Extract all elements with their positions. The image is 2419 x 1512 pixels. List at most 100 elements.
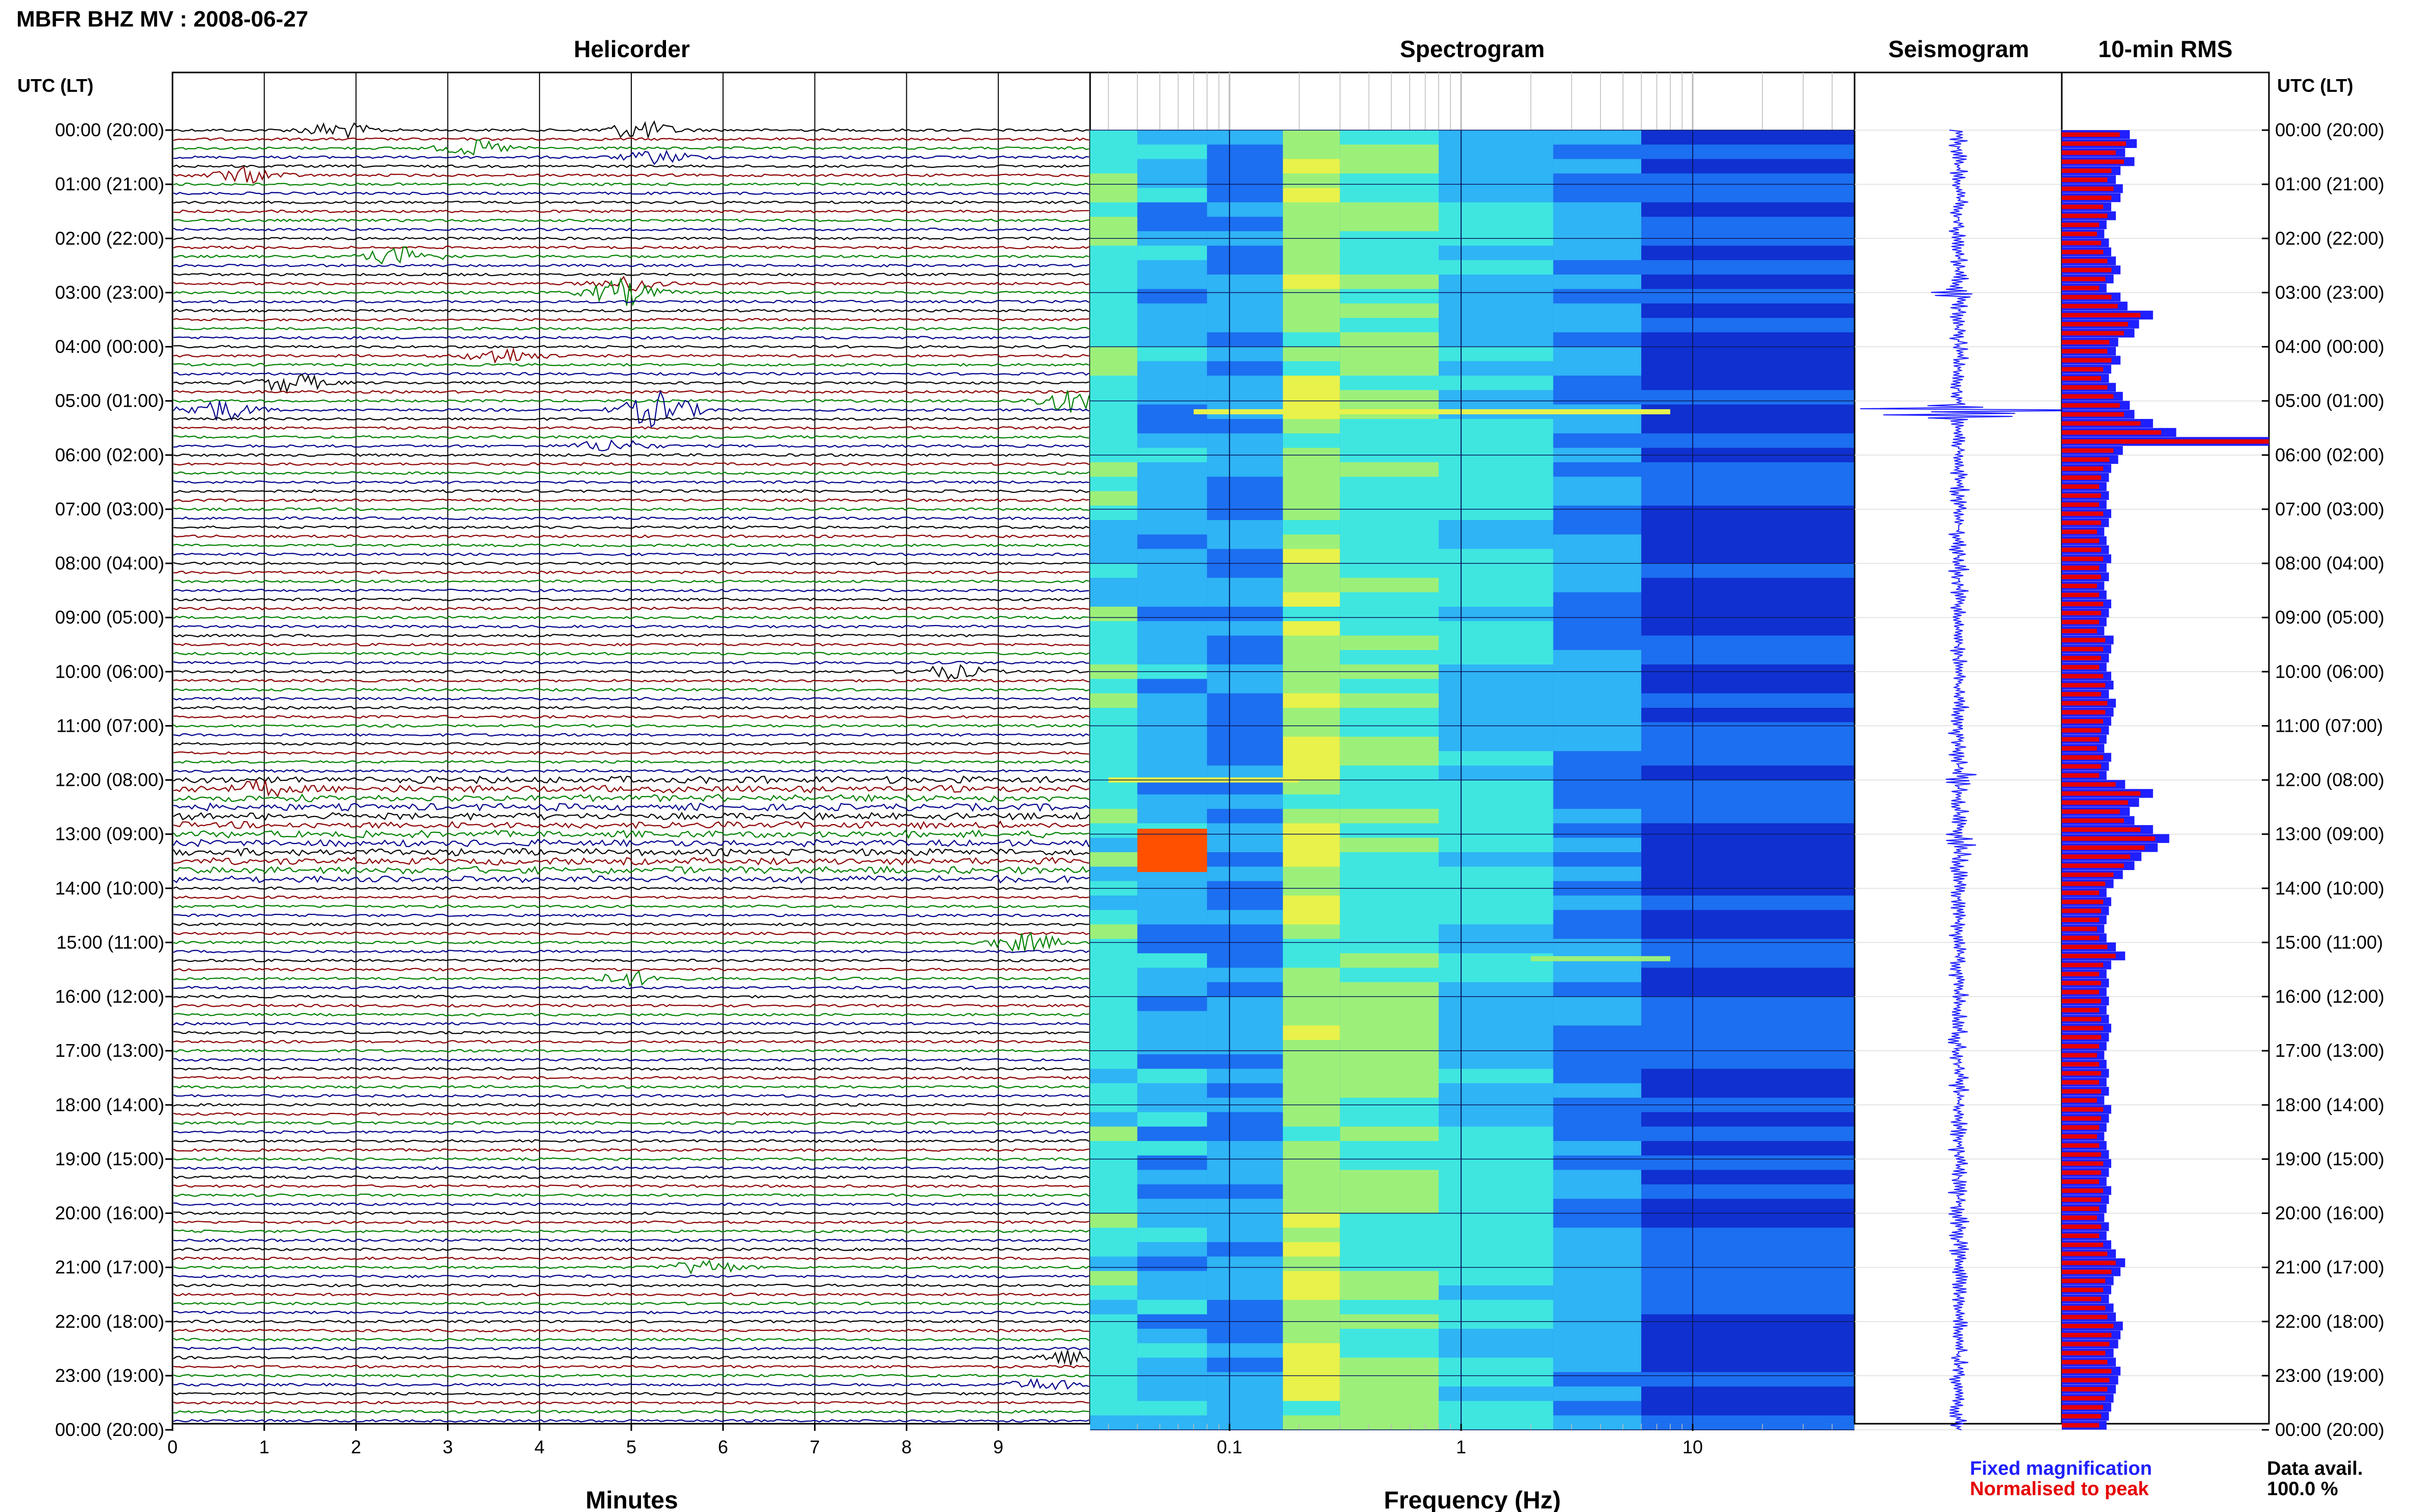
spectrogram-cell [1553, 606, 1642, 622]
spectrogram-cell [1137, 736, 1207, 752]
rms-bar-normalised [2062, 926, 2097, 931]
spectrogram-cell [1090, 693, 1138, 708]
spectrogram-cell [1553, 1141, 1642, 1156]
spectrogram-cell [1282, 1083, 1340, 1098]
rms-bar-normalised [2062, 502, 2100, 507]
spectrogram-cell [1090, 924, 1138, 939]
spectrogram-cell [1439, 1401, 1553, 1416]
spectrogram-cell [1553, 592, 1642, 607]
spectrogram-cell [1090, 245, 1138, 261]
time-label-right: 19:00 (15:00) [2275, 1148, 2384, 1169]
left-time-labels: 00:00 (20:00) 01:00 (21:00) 02:00 (22:00) 0… [55, 119, 172, 1440]
spectrogram-cell [1641, 1083, 1855, 1098]
helicorder-trace [173, 1211, 1089, 1216]
rms-bar-normalised [2062, 1089, 2102, 1094]
spectrogram-cell [1340, 910, 1439, 925]
spectrogram-cell [1207, 188, 1283, 203]
helicorder-trace [173, 856, 1090, 866]
rms-bar-normalised [2062, 592, 2100, 598]
spectrogram-cell [1282, 1386, 1340, 1401]
spectrogram-cell [1340, 433, 1439, 449]
spectrogram-cell [1553, 505, 1642, 520]
spectrogram-cell [1282, 924, 1340, 939]
spectrogram-cell [1282, 477, 1340, 492]
helicorder-trace [173, 507, 1090, 511]
rms-bar-normalised [2062, 313, 2141, 317]
spectrogram-cell [1137, 1199, 1207, 1214]
spectrogram-cell [1340, 809, 1439, 824]
helicorder-trace [173, 276, 1090, 292]
spectrogram-cell [1439, 563, 1553, 578]
spectrogram-cell [1641, 202, 1855, 217]
spectrogram-cell [1207, 852, 1283, 867]
time-label-right: 11:00 (07:00) [2275, 715, 2383, 736]
helicorder-trace [173, 309, 1090, 313]
rms-bar-normalised [2062, 331, 2124, 336]
spectrogram-cell [1641, 765, 1855, 781]
spectrogram-cell [1553, 216, 1642, 232]
spectrogram-cell [1090, 1054, 1138, 1070]
spectrogram-cell [1207, 1011, 1283, 1026]
rms-bar-normalised [2062, 213, 2108, 218]
spectrogram-cell [1137, 910, 1207, 925]
rms-bar-normalised [2062, 674, 2104, 679]
spectrogram-cell [1641, 924, 1855, 939]
helicorder-trace [173, 552, 1090, 556]
spectrogram-cell [1207, 419, 1283, 434]
rms-bar-normalised [2062, 1026, 2104, 1031]
spectrogram-cell [1090, 1357, 1138, 1373]
spectrogram-cell [1641, 592, 1855, 607]
spectrogram-cell [1439, 708, 1553, 723]
spectrogram-cell [1137, 477, 1207, 492]
spectrogram-cell [1282, 159, 1340, 174]
spectrogram-cell [1553, 997, 1642, 1011]
spectrogram-cell [1641, 549, 1855, 564]
rms-bar-normalised [2062, 1152, 2102, 1157]
spectrogram-cell [1641, 794, 1855, 809]
rms-bar-normalised [2062, 845, 2145, 850]
spectrogram-cell [1553, 708, 1642, 723]
spectrogram-cell [1137, 520, 1207, 535]
time-label-left: 23:00 (19:00) [55, 1365, 164, 1386]
spectrogram-cell [1340, 895, 1439, 910]
helicorder-trace [174, 150, 1090, 165]
helicorder-trace [173, 625, 1090, 629]
spectrogram-cell [1641, 1126, 1855, 1142]
helicorder-trace [173, 1283, 1090, 1287]
spectrogram-cell [1641, 520, 1855, 535]
spectrogram-cell [1439, 1126, 1553, 1142]
spectrogram-cell [1553, 289, 1642, 304]
spectrogram-cell [1641, 621, 1855, 636]
rms-bar-normalised [2062, 421, 2141, 426]
spectrogram-cell [1090, 1126, 1138, 1142]
rms-bar-normalised [2062, 277, 2106, 282]
spectrogram-cell [1282, 1300, 1340, 1315]
spectrogram-cell [1553, 809, 1642, 824]
spectrogram-cell [1207, 794, 1283, 809]
spectrogram-cell [1641, 1343, 1855, 1358]
spectrogram-cell [1282, 275, 1340, 289]
helicorder-trace [173, 534, 1090, 538]
spectrogram-cell [1282, 1039, 1340, 1055]
rms-bar-normalised [2062, 493, 2102, 498]
time-label-right: 05:00 (01:00) [2275, 390, 2384, 411]
spectrogram-cell [1439, 578, 1553, 593]
spectrogram-cell [1340, 1184, 1439, 1199]
helicorder-x-tick-label: 2 [351, 1436, 361, 1457]
spectrogram-cell [1090, 1328, 1138, 1344]
spectrogram-cell [1090, 895, 1138, 910]
time-label-right: 15:00 (11:00) [2275, 932, 2383, 953]
spectrogram-cell [1641, 159, 1855, 174]
spectrogram-cell [1137, 361, 1207, 376]
spectrogram-cell [1090, 997, 1138, 1011]
helicorder-trace [173, 209, 1090, 213]
helicorder-trace [173, 182, 1090, 186]
spectrogram-cell [1090, 1184, 1138, 1199]
spectrogram-cell [1090, 938, 1138, 954]
time-label-right: 20:00 (16:00) [2275, 1203, 2384, 1224]
spectrogram-cell [1340, 1357, 1439, 1373]
spectrogram-cell [1553, 1213, 1642, 1228]
spectrogram-cell [1207, 1343, 1283, 1358]
spectrogram-cell [1340, 376, 1439, 390]
spectrogram-cell [1282, 534, 1340, 550]
